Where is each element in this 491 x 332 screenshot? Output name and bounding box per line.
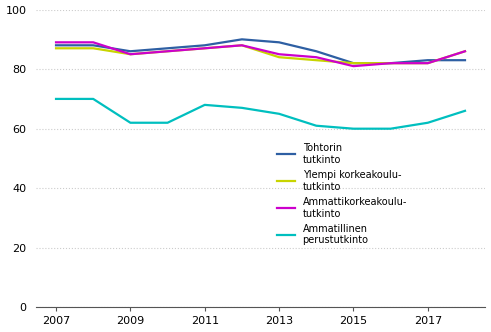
Ammattikorkeakoulu-
tutkinto [425,61,431,65]
Ammatillinen
perustutkinto [239,106,245,110]
Ammatillinen
perustutkinto [128,121,134,125]
Ammatillinen
perustutkinto [202,103,208,107]
Ammattikorkeakoulu-
tutkinto [53,40,59,44]
Ylempi korkeakoulu-
tutkinto [425,61,431,65]
Line: Ammattikorkeakoulu-
tutkinto: Ammattikorkeakoulu- tutkinto [56,42,465,66]
Ylempi korkeakoulu-
tutkinto [313,58,319,62]
Ammattikorkeakoulu-
tutkinto [313,55,319,59]
Ammatillinen
perustutkinto [90,97,96,101]
Ammattikorkeakoulu-
tutkinto [164,49,170,53]
Ylempi korkeakoulu-
tutkinto [90,46,96,50]
Ammattikorkeakoulu-
tutkinto [388,61,394,65]
Line: Tohtorin
tutkinto: Tohtorin tutkinto [56,39,465,63]
Legend: Tohtorin
tutkinto, Ylempi korkeakoulu-
tutkinto, Ammattikorkeakoulu-
tutkinto, A: Tohtorin tutkinto, Ylempi korkeakoulu- t… [274,140,410,248]
Ylempi korkeakoulu-
tutkinto [202,46,208,50]
Line: Ammatillinen
perustutkinto: Ammatillinen perustutkinto [56,99,465,129]
Ylempi korkeakoulu-
tutkinto [164,49,170,53]
Ylempi korkeakoulu-
tutkinto [239,43,245,47]
Ammattikorkeakoulu-
tutkinto [202,46,208,50]
Tohtorin
tutkinto [351,61,356,65]
Line: Ylempi korkeakoulu-
tutkinto: Ylempi korkeakoulu- tutkinto [56,45,465,63]
Tohtorin
tutkinto [239,37,245,41]
Ammatillinen
perustutkinto [351,127,356,131]
Ammatillinen
perustutkinto [388,127,394,131]
Ylempi korkeakoulu-
tutkinto [128,52,134,56]
Ylempi korkeakoulu-
tutkinto [388,61,394,65]
Ammatillinen
perustutkinto [462,109,468,113]
Tohtorin
tutkinto [202,43,208,47]
Ammattikorkeakoulu-
tutkinto [90,40,96,44]
Ammatillinen
perustutkinto [276,112,282,116]
Tohtorin
tutkinto [164,46,170,50]
Tohtorin
tutkinto [425,58,431,62]
Tohtorin
tutkinto [313,49,319,53]
Ammattikorkeakoulu-
tutkinto [239,43,245,47]
Ammattikorkeakoulu-
tutkinto [128,52,134,56]
Ammatillinen
perustutkinto [53,97,59,101]
Ammattikorkeakoulu-
tutkinto [351,64,356,68]
Ammattikorkeakoulu-
tutkinto [276,52,282,56]
Tohtorin
tutkinto [90,43,96,47]
Ammatillinen
perustutkinto [313,124,319,128]
Tohtorin
tutkinto [388,61,394,65]
Tohtorin
tutkinto [462,58,468,62]
Ammattikorkeakoulu-
tutkinto [462,49,468,53]
Ylempi korkeakoulu-
tutkinto [462,49,468,53]
Tohtorin
tutkinto [53,43,59,47]
Tohtorin
tutkinto [128,49,134,53]
Ylempi korkeakoulu-
tutkinto [351,61,356,65]
Ylempi korkeakoulu-
tutkinto [53,46,59,50]
Ammatillinen
perustutkinto [425,121,431,125]
Ammatillinen
perustutkinto [164,121,170,125]
Ylempi korkeakoulu-
tutkinto [276,55,282,59]
Tohtorin
tutkinto [276,40,282,44]
